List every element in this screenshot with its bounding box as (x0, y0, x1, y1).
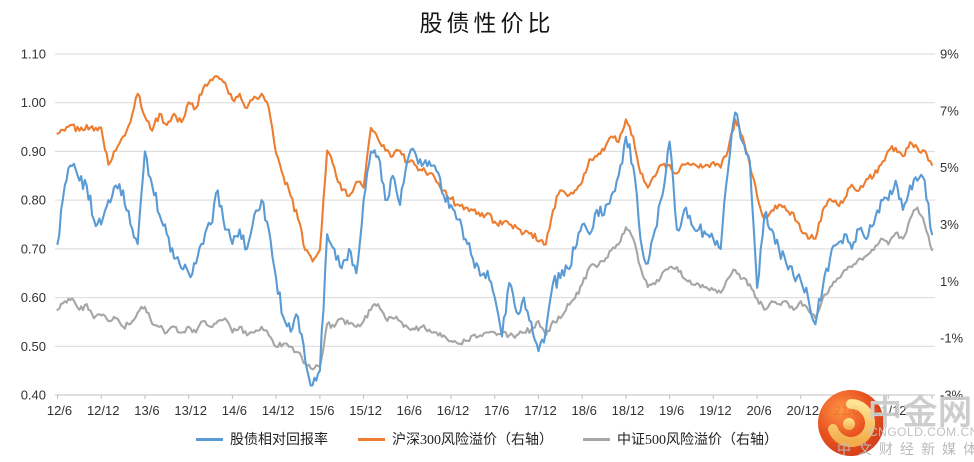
x-axis-tick-label: 15/12 (349, 403, 382, 418)
legend-line-swatch-gray (583, 437, 610, 441)
x-axis-tick-label: 15/6 (309, 403, 334, 418)
legend-item-csi300-erp: 沪深300风险溢价（右轴） (358, 429, 553, 449)
right-axis-tick-label: 5% (940, 160, 959, 175)
left-axis-tick-label: 0.80 (21, 193, 46, 208)
x-axis-tick-label: 12/12 (87, 403, 120, 418)
legend-label: 沪深300风险溢价（右轴） (392, 433, 553, 448)
series-line-2 (56, 206, 934, 371)
x-axis: 12/6 12/12 13/6 13/12 14/6 14/12 15/6 15/12 16/6… (47, 394, 935, 418)
right-axis-tick-label: 7% (940, 103, 959, 118)
x-axis-tick-label: 14/6 (222, 403, 247, 418)
x-axis-tick-label: 21/12 (874, 403, 907, 418)
right-axis-tick-label: -3% (940, 388, 964, 403)
right-axis-tick-label: 1% (940, 274, 959, 289)
left-axis-tick-label: 0.40 (21, 388, 46, 403)
left-axis-tick-label: 1.10 (21, 47, 46, 62)
right-axis-tick-label: -1% (940, 331, 964, 346)
chart-title: 股债性价比 (419, 11, 555, 36)
right-axis-tick-label: 9% (940, 47, 959, 62)
legend: 股债相对回报率 沪深300风险溢价（右轴） 中证500风险溢价（右轴） (0, 429, 974, 449)
right-axis-labels: 9% 7% 5% 3% 1% -1% -3% (940, 47, 964, 403)
left-axis-tick-label: 0.70 (21, 241, 46, 256)
x-axis-tick-label: 16/12 (437, 403, 470, 418)
x-axis-tick-label: 14/12 (262, 403, 295, 418)
legend-line-swatch-blue (196, 437, 223, 441)
x-axis-tick-label: 17/12 (524, 403, 557, 418)
left-axis-labels: 1.10 1.00 0.90 0.80 0.70 0.60 0.50 0.40 (21, 47, 46, 403)
x-axis-tick-label: 13/6 (134, 403, 159, 418)
series-line-1 (56, 75, 934, 263)
legend-item-relative-return: 股债相对回报率 (196, 429, 328, 449)
left-axis-tick-label: 0.60 (21, 290, 46, 305)
series-line-0 (56, 111, 934, 387)
left-axis-tick-label: 0.50 (21, 339, 46, 354)
x-axis-tick-label: 13/12 (174, 403, 207, 418)
x-axis-tick-label: 12/6 (47, 403, 72, 418)
legend-label: 股债相对回报率 (230, 433, 328, 448)
x-axis-tick-label: 19/12 (699, 403, 732, 418)
x-axis-tick-label: 20/6 (746, 403, 771, 418)
legend-label: 中证500风险溢价（右轴） (617, 433, 778, 448)
right-axis-tick-label: 3% (940, 217, 959, 232)
left-axis-tick-label: 1.00 (21, 95, 46, 110)
legend-line-swatch-orange (358, 437, 385, 441)
left-axis-tick-label: 0.90 (21, 144, 46, 159)
x-axis-tick-label: 21/6 (834, 403, 859, 418)
x-axis-tick-label: 19/6 (659, 403, 684, 418)
legend-item-csi500-erp: 中证500风险溢价（右轴） (583, 429, 778, 449)
x-axis-tick-label: 17/6 (484, 403, 509, 418)
x-axis-tick-label: 16/6 (397, 403, 422, 418)
x-axis-tick-label: 18/6 (572, 403, 597, 418)
x-axis-tick-label: 18/12 (612, 403, 645, 418)
x-axis-tick-label: 20/12 (787, 403, 820, 418)
